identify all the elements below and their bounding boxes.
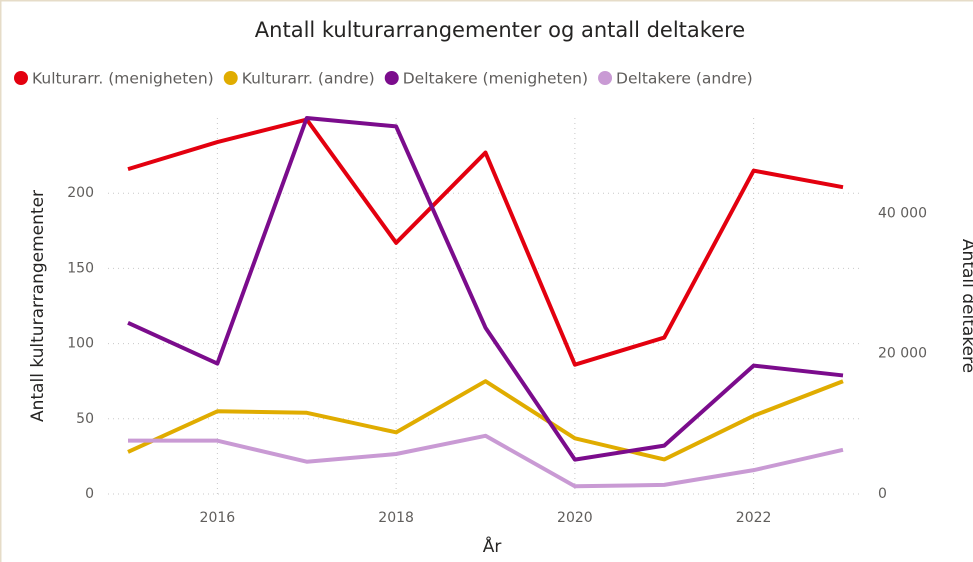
x-tick-label: 2022 — [736, 510, 772, 526]
y-tick-label: 0 — [85, 486, 94, 502]
legend-marker — [14, 71, 28, 85]
legend-label: Kulturarr. (menigheten) — [32, 70, 214, 88]
x-tick-label: 2020 — [557, 510, 593, 526]
legend-label: Deltakere (andre) — [616, 70, 753, 88]
series-line — [128, 433, 844, 489]
legend-marker — [384, 71, 399, 85]
x-tick-label: 2016 — [200, 510, 236, 526]
chart-title: Antall kulturarrangementer og antall del… — [255, 18, 745, 42]
y-axis-title: Antall kulturarrangementer — [28, 190, 48, 422]
legend-marker — [223, 71, 238, 85]
y2-axis-title: Antall deltakere — [958, 239, 973, 373]
x-tick-label: 2018 — [378, 510, 414, 526]
legend-label: Deltakere (menigheten) — [403, 70, 588, 88]
x-axis-title: År — [483, 535, 502, 557]
series-line — [127, 117, 844, 367]
y2-tick-label: 0 — [878, 486, 887, 502]
y-tick-label: 50 — [76, 411, 94, 427]
y2-tick-label: 40 000 — [878, 205, 927, 221]
y-tick-label: 200 — [67, 185, 94, 201]
series-line — [127, 379, 844, 462]
series-line — [127, 116, 844, 462]
y-tick-label: 100 — [67, 336, 94, 352]
y2-tick-label: 20 000 — [878, 346, 927, 362]
legend-marker — [598, 71, 613, 85]
legend-label: Kulturarr. (andre) — [242, 70, 375, 88]
y-tick-label: 150 — [67, 260, 94, 276]
